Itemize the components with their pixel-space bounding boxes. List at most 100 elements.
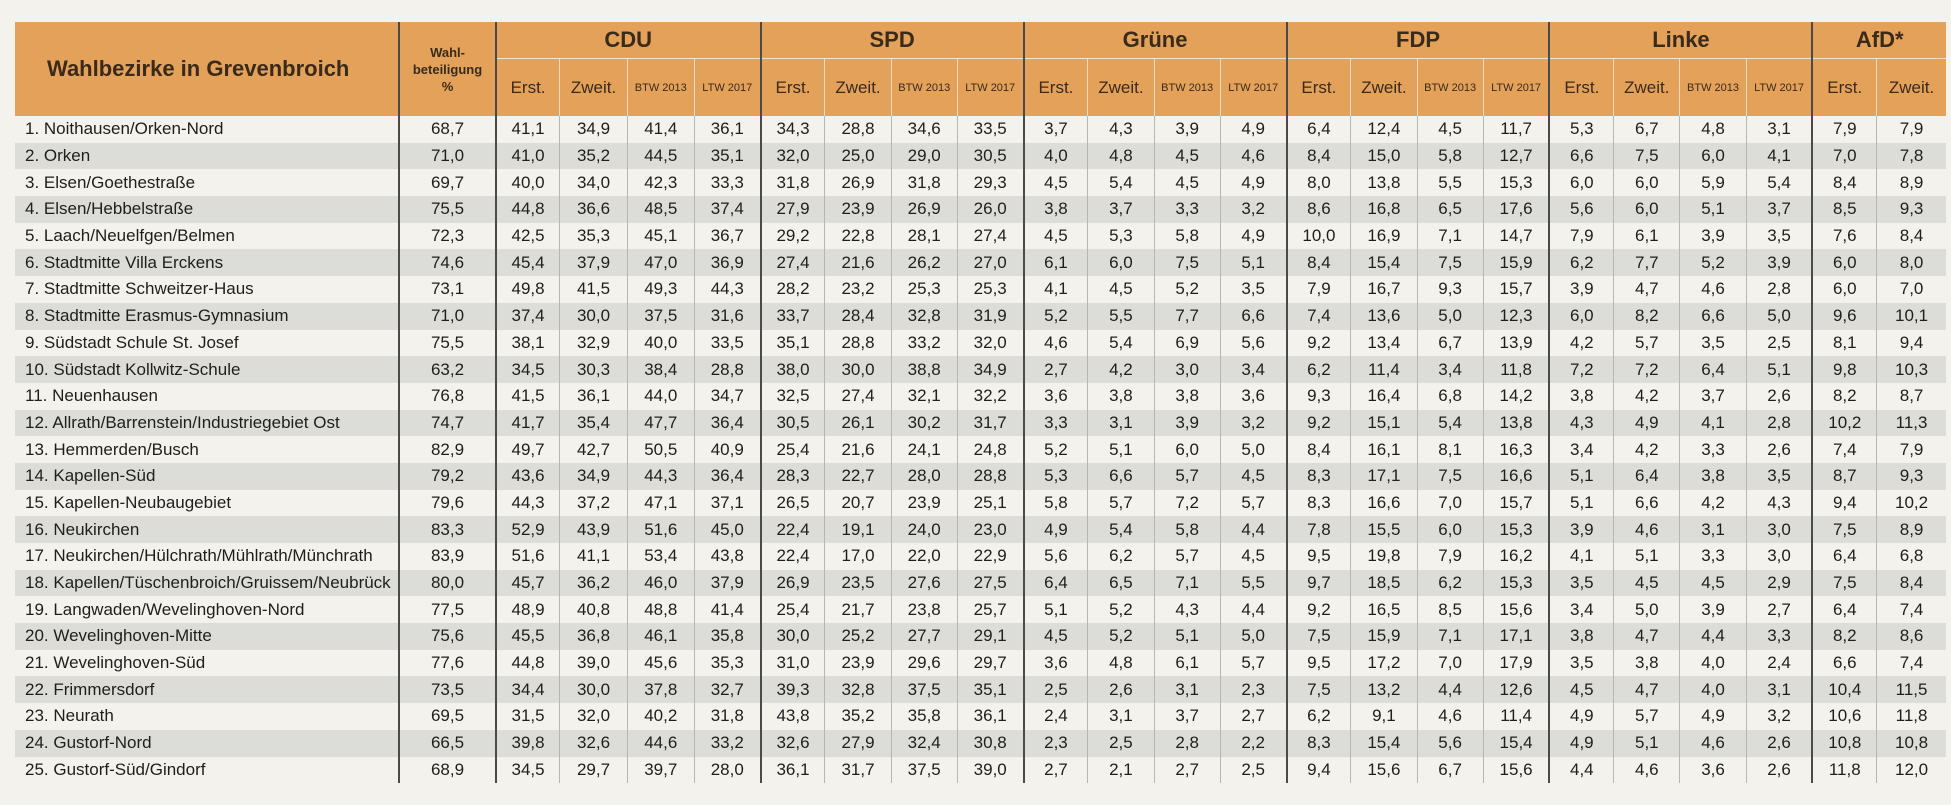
table-row: 20. Wevelinghoven-Mitte 75,6 45,5 36,8 46,1 3… xyxy=(15,623,1946,650)
value-cell: 7,5 xyxy=(1285,623,1351,650)
value-cell: 7,4 xyxy=(1876,596,1946,624)
district-name: 16. Neukirchen xyxy=(15,516,400,543)
value-cell: 41,0 xyxy=(494,142,560,170)
value-cell: 27,4 xyxy=(956,222,1024,250)
value-cell: 38,4 xyxy=(626,356,695,383)
value-cell: 30,5 xyxy=(956,142,1024,170)
value-cell: 29,1 xyxy=(956,623,1024,650)
turnout-value: 74,7 xyxy=(398,409,496,437)
value-cell: 36,4 xyxy=(693,409,761,437)
value-cell: 26,9 xyxy=(890,196,958,223)
table-row: 9. Südstadt Schule St. Josef 75,5 38,1 32,9… xyxy=(15,329,1946,357)
value-cell: 42,7 xyxy=(559,436,628,463)
party-header-cdu: CDU xyxy=(494,22,761,59)
party-header-gruene: Grüne xyxy=(1022,22,1287,59)
value-cell: 16,4 xyxy=(1350,382,1417,410)
value-cell: 7,0 xyxy=(1416,649,1484,677)
value-cell: 4,5 xyxy=(1219,462,1287,490)
subheader-zweit: Zweit. xyxy=(1876,58,1946,116)
value-cell: 2,2 xyxy=(1219,729,1287,757)
value-cell: 26,9 xyxy=(824,169,892,197)
value-cell: 31,7 xyxy=(956,409,1024,437)
value-cell: 27,6 xyxy=(890,569,958,597)
value-cell: 8,2 xyxy=(1811,623,1877,650)
value-cell: 30,0 xyxy=(559,676,628,704)
value-cell: 36,8 xyxy=(559,623,628,650)
value-cell: 35,1 xyxy=(693,142,761,170)
value-cell: 39,7 xyxy=(626,756,695,784)
value-cell: 17,9 xyxy=(1482,649,1550,677)
turnout-value: 63,2 xyxy=(398,356,496,383)
value-cell: 36,1 xyxy=(693,116,761,143)
value-cell: 13,8 xyxy=(1350,169,1417,197)
value-cell: 25,4 xyxy=(759,436,825,463)
value-cell: 37,5 xyxy=(890,676,958,704)
value-cell: 19,8 xyxy=(1350,543,1417,570)
value-cell: 37,8 xyxy=(626,676,695,704)
value-cell: 4,5 xyxy=(1022,222,1088,250)
value-cell: 15,1 xyxy=(1350,409,1417,437)
value-cell: 4,5 xyxy=(1022,169,1088,197)
value-cell: 2,7 xyxy=(1022,756,1088,784)
value-cell: 26,1 xyxy=(824,409,892,437)
value-cell: 9,3 xyxy=(1416,276,1484,303)
party-header-spd: SPD xyxy=(759,22,1024,59)
value-cell: 8,2 xyxy=(1613,302,1680,330)
value-cell: 11,8 xyxy=(1876,703,1946,730)
value-cell: 5,7 xyxy=(1153,543,1221,570)
table-row: 7. Stadtmitte Schweitzer-Haus 73,1 49,8 41,… xyxy=(15,276,1946,303)
district-name: 12. Allrath/Barrenstein/Industriegebiet … xyxy=(15,409,400,437)
value-cell: 15,3 xyxy=(1482,169,1550,197)
value-cell: 43,8 xyxy=(693,543,761,570)
district-name: 23. Neurath xyxy=(15,703,400,730)
value-cell: 22,8 xyxy=(824,222,892,250)
value-cell: 5,6 xyxy=(1219,329,1287,357)
value-cell: 43,8 xyxy=(759,703,825,730)
value-cell: 8,9 xyxy=(1876,516,1946,543)
value-cell: 31,9 xyxy=(956,302,1024,330)
value-cell: 33,2 xyxy=(693,729,761,757)
value-cell: 41,5 xyxy=(559,276,628,303)
value-cell: 14,7 xyxy=(1482,222,1550,250)
value-cell: 6,4 xyxy=(1285,116,1351,143)
value-cell: 23,9 xyxy=(890,489,958,517)
value-cell: 33,5 xyxy=(693,329,761,357)
value-cell: 45,4 xyxy=(494,249,560,277)
value-cell: 2,7 xyxy=(1219,703,1287,730)
value-cell: 23,2 xyxy=(824,276,892,303)
value-cell: 9,3 xyxy=(1876,462,1946,490)
value-cell: 8,4 xyxy=(1285,249,1351,277)
subheader-zweit: Zweit. xyxy=(1350,58,1417,116)
value-cell: 4,6 xyxy=(1219,142,1287,170)
value-cell: 34,3 xyxy=(759,116,825,143)
value-cell: 39,8 xyxy=(494,729,560,757)
subheader-ltw2017: LTW 2017 xyxy=(1219,58,1287,116)
value-cell: 5,2 xyxy=(1087,623,1155,650)
value-cell: 3,1 xyxy=(1745,676,1813,704)
value-cell: 7,7 xyxy=(1153,302,1221,330)
subheader-erst: Erst. xyxy=(1285,58,1351,116)
value-cell: 3,9 xyxy=(1153,409,1221,437)
value-cell: 9,7 xyxy=(1285,569,1351,597)
district-name: 21. Wevelinghoven-Süd xyxy=(15,649,400,677)
turnout-value: 71,0 xyxy=(398,302,496,330)
value-cell: 28,8 xyxy=(693,356,761,383)
value-cell: 6,4 xyxy=(1811,596,1877,624)
turnout-value: 68,7 xyxy=(398,116,496,143)
value-cell: 30,8 xyxy=(956,729,1024,757)
value-cell: 26,9 xyxy=(759,569,825,597)
value-cell: 10,2 xyxy=(1876,489,1946,517)
value-cell: 32,8 xyxy=(890,302,958,330)
value-cell: 29,7 xyxy=(956,649,1024,677)
value-cell: 6,0 xyxy=(1416,516,1484,543)
value-cell: 30,5 xyxy=(759,409,825,437)
district-name: 15. Kapellen-Neubaugebiet xyxy=(15,489,400,517)
value-cell: 2,6 xyxy=(1745,382,1813,410)
value-cell: 4,6 xyxy=(1613,756,1680,784)
value-cell: 53,4 xyxy=(626,543,695,570)
value-cell: 43,6 xyxy=(494,462,560,490)
value-cell: 30,0 xyxy=(559,302,628,330)
value-cell: 4,2 xyxy=(1679,489,1747,517)
value-cell: 6,6 xyxy=(1811,649,1877,677)
value-cell: 5,6 xyxy=(1416,729,1484,757)
